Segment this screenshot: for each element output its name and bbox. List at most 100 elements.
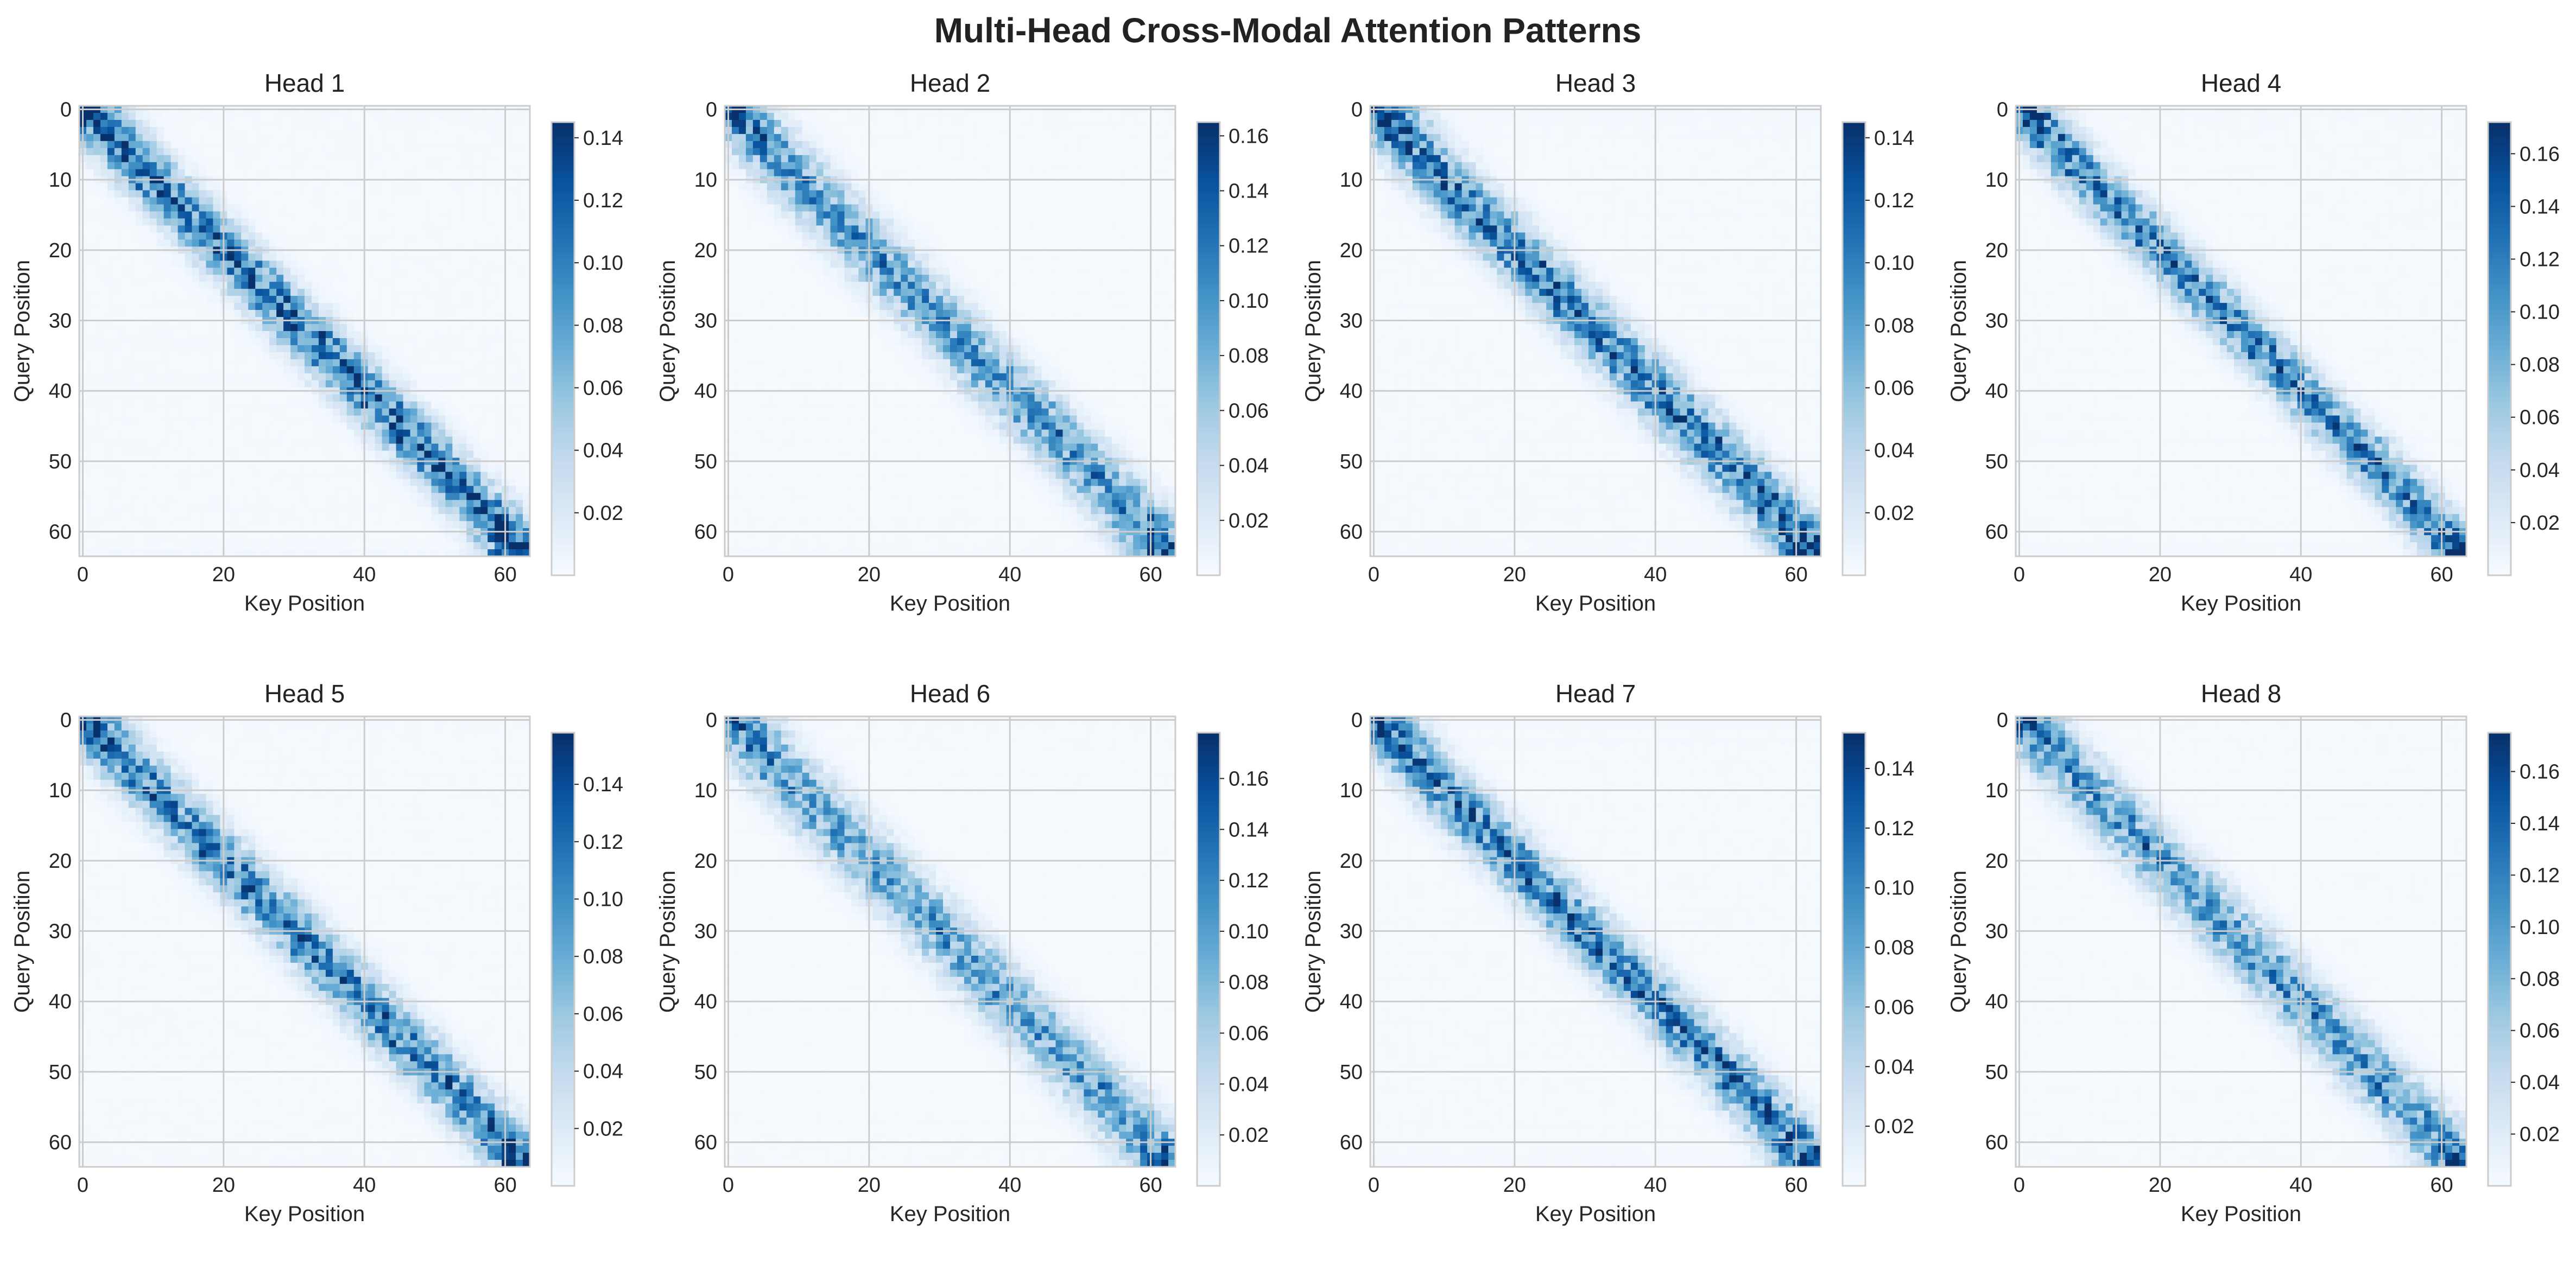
heatmap-cell: [410, 331, 418, 339]
heatmap-cell: [368, 324, 376, 332]
heatmap-cell: [255, 443, 263, 452]
heatmap-cell: [1140, 141, 1148, 149]
heatmap-cell: [1041, 134, 1049, 142]
heatmap-cell: [206, 148, 214, 156]
heatmap-cell: [353, 253, 362, 261]
heatmap-cell: [339, 521, 347, 529]
heatmap-cell: [1062, 162, 1071, 170]
heatmap-cell: [424, 148, 432, 156]
heatmap-cell: [149, 415, 157, 423]
heatmap-cell: [156, 542, 164, 550]
heatmap-cell: [170, 352, 179, 360]
heatmap-cell: [495, 126, 502, 135]
heatmap-cell: [480, 500, 488, 507]
colorbar-segment: [552, 300, 574, 304]
heatmap-cell: [128, 275, 136, 282]
heatmap-cell: [452, 232, 460, 240]
heatmap-cell: [178, 253, 186, 261]
heatmap-cell: [523, 289, 530, 296]
heatmap-cell: [149, 126, 157, 135]
heatmap-cell: [142, 289, 150, 296]
heatmap-cell: [375, 134, 383, 142]
heatmap-cell: [311, 310, 319, 317]
heatmap-cell: [1034, 134, 1042, 142]
heatmap-cell: [178, 183, 186, 191]
heatmap-cell: [389, 436, 397, 444]
heatmap-cell: [466, 112, 474, 120]
heatmap-cell: [774, 162, 782, 170]
heatmap-cell: [227, 211, 235, 219]
heatmap-cell: [509, 296, 516, 303]
heatmap-cell: [276, 401, 284, 409]
heatmap-cell: [135, 211, 143, 219]
heatmap-cell: [339, 345, 347, 353]
heatmap-cell: [241, 338, 249, 346]
heatmap-cell: [255, 183, 263, 191]
heatmap-cell: [192, 197, 200, 205]
heatmap-cell: [375, 190, 383, 198]
heatmap-cell: [424, 345, 432, 353]
heatmap-cell: [298, 282, 305, 289]
heatmap-cell: [93, 521, 101, 529]
heatmap-cell: [290, 310, 298, 317]
colorbar-segment: [552, 428, 574, 433]
heatmap-cell: [305, 211, 312, 219]
heatmap-cell: [262, 282, 270, 289]
heatmap-cell: [255, 373, 263, 381]
heatmap-cell: [509, 119, 516, 128]
heatmap-cell: [1161, 148, 1169, 156]
heatmap-cell: [346, 218, 355, 226]
heatmap-cell: [1154, 126, 1162, 135]
heatmap-cell: [248, 155, 256, 163]
heatmap-cell: [311, 119, 319, 128]
heatmap-cell: [488, 232, 495, 240]
heatmap-cell: [255, 408, 263, 416]
heatmap-cell: [417, 415, 425, 423]
heatmap-cell: [368, 126, 376, 135]
heatmap-cell: [431, 211, 439, 219]
heatmap-cell: [473, 493, 481, 500]
heatmap-cell: [276, 155, 284, 163]
heatmap-cell: [523, 211, 530, 219]
heatmap-cell: [943, 119, 951, 128]
heatmap-cell: [523, 197, 530, 205]
heatmap-cell: [311, 338, 319, 346]
heatmap-cell: [459, 211, 467, 219]
heatmap-cell: [1041, 126, 1049, 135]
heatmap-cell: [452, 380, 460, 388]
heatmap-cell: [128, 429, 136, 437]
heatmap-cell: [339, 324, 347, 332]
heatmap-cell: [396, 472, 404, 479]
heatmap-cell: [509, 345, 516, 353]
heatmap-cell: [466, 126, 474, 135]
heatmap-cell: [410, 126, 418, 135]
heatmap-cell: [170, 338, 179, 346]
heatmap-cell: [114, 261, 122, 268]
heatmap-cell: [396, 148, 404, 156]
heatmap-cell: [466, 204, 474, 212]
heatmap-cell: [459, 225, 467, 233]
heatmap-cell: [417, 197, 425, 205]
heatmap-cell: [339, 225, 347, 233]
heatmap-cell: [1027, 134, 1035, 142]
heatmap-cell: [170, 112, 179, 120]
heatmap-cell: [142, 324, 150, 332]
colorbar-segment: [552, 473, 574, 478]
heatmap-cell: [417, 542, 425, 550]
heatmap-cell: [1091, 155, 1098, 163]
heatmap-cell: [305, 429, 312, 437]
heatmap-cell: [339, 373, 347, 381]
heatmap-cell: [234, 373, 242, 381]
heatmap-cell: [480, 261, 488, 268]
heatmap-cell: [389, 282, 397, 289]
heatmap-cell: [480, 401, 488, 409]
heatmap-cell: [346, 155, 355, 163]
heatmap-cell: [473, 232, 481, 240]
heatmap-cell: [178, 218, 186, 226]
heatmap-cell: [488, 169, 495, 177]
heatmap-cell: [178, 310, 186, 317]
heatmap-cell: [1119, 134, 1126, 142]
heatmap-cell: [192, 486, 200, 493]
heatmap-cell: [156, 112, 164, 120]
heatmap-cell: [431, 169, 439, 177]
